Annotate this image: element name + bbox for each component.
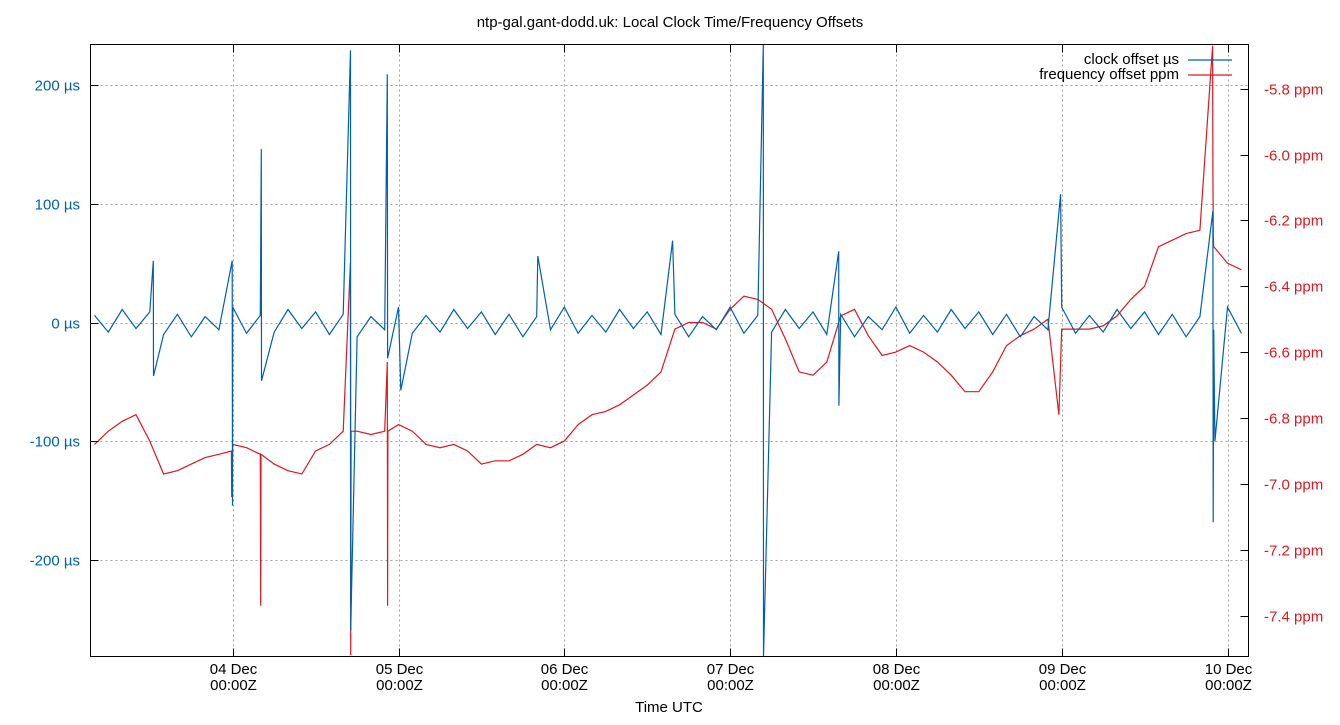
x-tick-label: 00:00Z [1205, 677, 1252, 694]
legend-label-clock-offset: clock offset µs [1084, 51, 1179, 68]
series-clock-offset-line [94, 44, 1242, 657]
y2-tick-label: -6.0 ppm [1264, 148, 1323, 165]
plot-border [90, 44, 1249, 657]
x-tick-label: 00:00Z [707, 677, 754, 694]
y-tick-label: -100 µs [30, 434, 80, 451]
series-layer [94, 44, 1242, 657]
legend-label-frequency-offset: frequency offset ppm [1039, 66, 1179, 83]
x-tick-label: 00:00Z [1039, 677, 1086, 694]
y2-tick-label: -6.4 ppm [1264, 279, 1323, 296]
x-tick-label: 00:00Z [376, 677, 423, 694]
y2-tick-label: -5.8 ppm [1264, 82, 1323, 99]
x-tick-label: 10 Dec [1205, 661, 1253, 678]
legend: clock offset µs frequency offset ppm [1039, 51, 1232, 83]
y2-tick-label: -7.2 ppm [1264, 543, 1323, 560]
x-tick-label: 07 Dec [707, 661, 755, 678]
grid [90, 44, 1249, 657]
x-tick-label: 00:00Z [541, 677, 588, 694]
y-tick-label: 100 µs [35, 197, 80, 214]
x-tick-label: 08 Dec [873, 661, 921, 678]
series-frequency-offset-line [94, 45, 1242, 656]
x-tick-label: 05 Dec [376, 661, 424, 678]
x-tick-label: 00:00Z [873, 677, 920, 694]
x-tick-label: 00:00Z [210, 677, 257, 694]
x-tick-label: 09 Dec [1039, 661, 1087, 678]
x-tick-label: 06 Dec [541, 661, 589, 678]
x-tick-label: 04 Dec [210, 661, 258, 678]
y2-tick-label: -6.2 ppm [1264, 213, 1323, 230]
y2-tick-label: -6.6 ppm [1264, 345, 1323, 362]
chart-title: ntp-gal.gant-dodd.uk: Local Clock Time/F… [477, 14, 864, 31]
x-axis-label: Time UTC [635, 699, 703, 716]
y2-tick-label: -7.4 ppm [1264, 609, 1323, 626]
y2-tick-label: -6.8 ppm [1264, 411, 1323, 428]
y-tick-label: 200 µs [35, 78, 80, 95]
y-tick-label: -200 µs [30, 553, 80, 570]
y-tick-label: 0 µs [51, 316, 80, 333]
y2-tick-label: -7.0 ppm [1264, 477, 1323, 494]
